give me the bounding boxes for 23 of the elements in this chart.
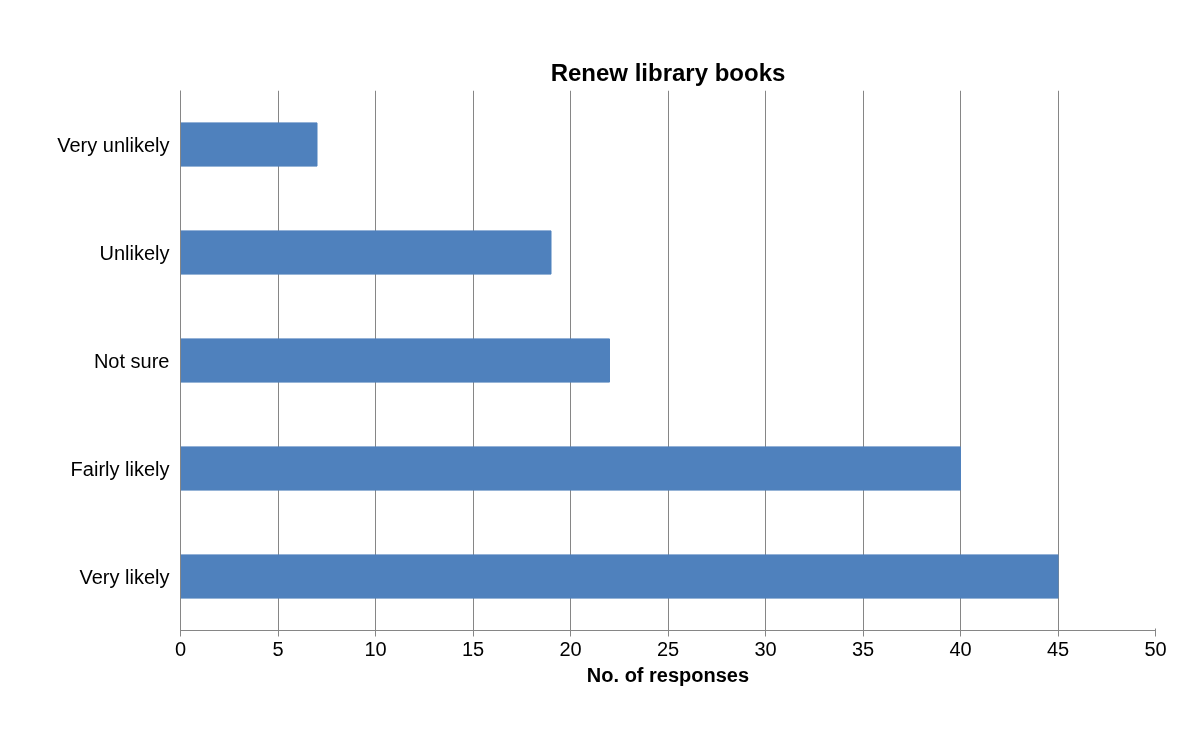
x-axis-title: No. of responses [586, 663, 750, 686]
y-tick-label: Very likely [79, 565, 170, 588]
x-tick-label: 45 [1046, 637, 1070, 660]
x-tick-label: 20 [559, 637, 582, 660]
x-tick-label: 30 [754, 637, 777, 660]
y-tick-label: Not sure [93, 349, 170, 372]
bar [180, 230, 552, 275]
x-tick-label: 35 [851, 637, 875, 660]
chart-title: Renew library books [550, 58, 786, 86]
x-tick-label: 10 [364, 637, 387, 660]
y-tick-label: Fairly likely [70, 457, 170, 480]
bar [180, 122, 318, 167]
x-tick-label: 15 [461, 637, 485, 660]
bar [180, 554, 1059, 599]
x-tick-label: 5 [272, 637, 284, 660]
y-tick-label: Very unlikely [57, 133, 170, 156]
x-tick-label: 25 [656, 637, 680, 660]
x-tick-label: 40 [949, 637, 972, 660]
y-tick-label: Unlikely [99, 241, 170, 264]
x-tick-label: 50 [1144, 637, 1167, 660]
bar [180, 446, 961, 491]
bar [180, 338, 610, 383]
x-tick-label: 0 [174, 637, 187, 660]
